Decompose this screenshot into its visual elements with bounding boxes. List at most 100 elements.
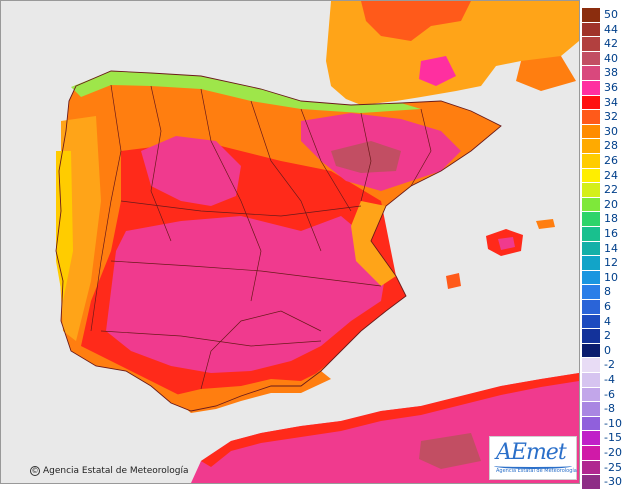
legend-swatch	[582, 285, 600, 300]
legend-swatch	[582, 256, 600, 271]
legend-label: -10	[604, 416, 622, 430]
legend-row: 44	[582, 22, 628, 38]
legend-row: 40	[582, 51, 628, 67]
legend-swatch	[582, 110, 600, 125]
aemet-logo: AEmet Agencia Estatal de Meteorología	[489, 436, 577, 480]
land-ibiza	[446, 273, 461, 289]
legend-label: 32	[604, 110, 618, 124]
legend-label: -4	[604, 373, 615, 386]
land-north-africa	[191, 373, 579, 483]
legend-swatch	[582, 8, 600, 23]
legend-label: -15	[604, 431, 622, 445]
legend-label: 38	[604, 66, 618, 80]
legend-swatch	[582, 51, 600, 67]
legend-swatch	[582, 154, 600, 169]
legend-swatch	[582, 81, 600, 96]
logo-mark: AEmet	[496, 440, 567, 465]
land-menorca	[536, 219, 555, 229]
legend-swatch	[582, 22, 600, 38]
legend-row: 50	[582, 8, 628, 23]
legend-label: 28	[604, 139, 618, 153]
legend-label: 26	[604, 154, 618, 167]
legend-swatch	[582, 358, 600, 373]
legend-swatch	[582, 446, 600, 461]
legend-label: 8	[604, 285, 611, 299]
land-france-hot	[419, 56, 456, 86]
legend-label: 12	[604, 256, 618, 270]
legend-row: 14	[582, 241, 628, 257]
legend-row: 24	[582, 168, 628, 184]
legend-row: 18	[582, 212, 628, 227]
legend-row: -30	[582, 475, 628, 490]
legend-swatch	[582, 139, 600, 154]
credit-text: Agencia Estatal de Meteorología	[43, 466, 189, 476]
legend-row: 10	[582, 270, 628, 286]
legend-label: 4	[604, 314, 611, 328]
land-atlas-dark	[419, 433, 481, 469]
land-valencia-orange	[351, 201, 396, 286]
legend-row: -2	[582, 358, 628, 373]
legend-swatch	[582, 460, 600, 476]
legend-row: -8	[582, 402, 628, 417]
legend-swatch	[582, 227, 600, 242]
legend-row: -4	[582, 373, 628, 388]
legend-swatch	[582, 431, 600, 446]
temperature-legend: 50 44 42 40 38 36 34 32 30 28 26 24 22 20 18 16 14 12 10 8 6…	[582, 8, 628, 490]
legend-row: 30	[582, 124, 628, 140]
legend-row: 8	[582, 285, 628, 300]
coastline	[55, 70, 502, 412]
legend-swatch	[582, 329, 600, 344]
legend-row: 34	[582, 95, 628, 111]
legend-row: -20	[582, 446, 628, 461]
land-central-hot	[106, 216, 386, 373]
legend-row: 36	[582, 81, 628, 96]
land-north-plateau-hot	[141, 136, 241, 206]
legend-swatch	[582, 373, 600, 388]
legend-swatch	[582, 402, 600, 417]
legend-row: 32	[582, 110, 628, 125]
legend-label: -25	[604, 460, 622, 474]
legend-label: 18	[604, 212, 618, 226]
legend-row: -15	[582, 431, 628, 446]
legend-row: 28	[582, 139, 628, 154]
legend-label: -20	[604, 446, 622, 459]
logo-arc-icon	[494, 463, 572, 469]
land-north-africa-red	[201, 373, 579, 467]
legend-label: 50	[604, 8, 618, 21]
legend-row: 20	[582, 197, 628, 213]
land-cantabria-green	[71, 71, 421, 113]
legend-label: 40	[604, 51, 618, 65]
agency-credit: © Agencia Estatal de Meteorología	[30, 466, 189, 476]
legend-label: 2	[604, 329, 611, 343]
legend-row: 4	[582, 314, 628, 330]
legend-row: -25	[582, 460, 628, 476]
legend-swatch	[582, 37, 600, 52]
legend-label: 0	[604, 343, 611, 357]
legend-swatch	[582, 95, 600, 111]
legend-row: 6	[582, 300, 628, 315]
legend-swatch	[582, 387, 600, 403]
legend-label: 10	[604, 270, 618, 284]
legend-swatch	[582, 270, 600, 286]
legend-label: -2	[604, 358, 615, 372]
logo-subtitle: Agencia Estatal de Meteorología	[496, 468, 577, 474]
legend-row: 2	[582, 329, 628, 344]
legend-row: 12	[582, 256, 628, 271]
legend-label: 24	[604, 168, 618, 182]
legend-swatch	[582, 183, 600, 198]
legend-row: -10	[582, 416, 628, 432]
legend-label: -30	[604, 475, 622, 489]
legend-label: 42	[604, 37, 618, 51]
land-france-red	[361, 1, 471, 41]
legend-label: 6	[604, 300, 611, 313]
legend-swatch	[582, 124, 600, 140]
temperature-map	[0, 0, 580, 484]
land-corsica-coast	[516, 56, 576, 91]
legend-row: 0	[582, 343, 628, 359]
legend-swatch	[582, 197, 600, 213]
legend-label: 30	[604, 124, 618, 138]
legend-swatch	[582, 314, 600, 330]
legend-swatch	[582, 212, 600, 227]
legend-row: 38	[582, 66, 628, 81]
legend-row: -6	[582, 387, 628, 403]
